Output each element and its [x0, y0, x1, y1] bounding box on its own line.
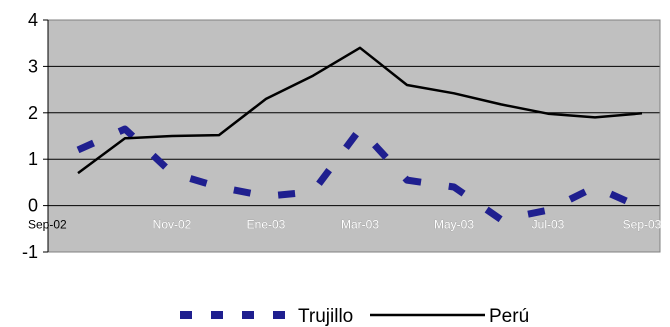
x-tick-label: Ene-03	[247, 218, 286, 232]
y-tick-label: 2	[28, 103, 38, 123]
x-axis-ticks: Sep-02 Nov-02 Ene-03 Mar-03 May-03 Jul-03 Sep-…	[28, 217, 662, 232]
x-tick-label: Sep-02	[28, 218, 67, 232]
axes	[47, 19, 661, 253]
y-tick-label: 3	[28, 56, 38, 76]
y-axis-ticks: -1 0 1 2 3 4	[22, 10, 48, 262]
x-tick-label: Nov-02	[153, 218, 192, 232]
y-tick-label: 4	[28, 10, 38, 30]
x-tick-label: Sep-03	[623, 218, 662, 232]
y-tick-label: -1	[22, 242, 38, 262]
legend: Trujillo Perú	[180, 306, 529, 327]
x-tick-label: May-03	[434, 218, 474, 232]
series-layer	[76, 46, 644, 223]
y-tick-label: 0	[28, 196, 38, 216]
legend-label-peru: Perú	[489, 306, 529, 327]
legend-label-trujillo: Trujillo	[298, 306, 353, 327]
y-tick-label: 1	[28, 149, 38, 169]
x-tick-label: Mar-03	[341, 218, 379, 232]
x-tick-label: Jul-03	[532, 218, 565, 232]
